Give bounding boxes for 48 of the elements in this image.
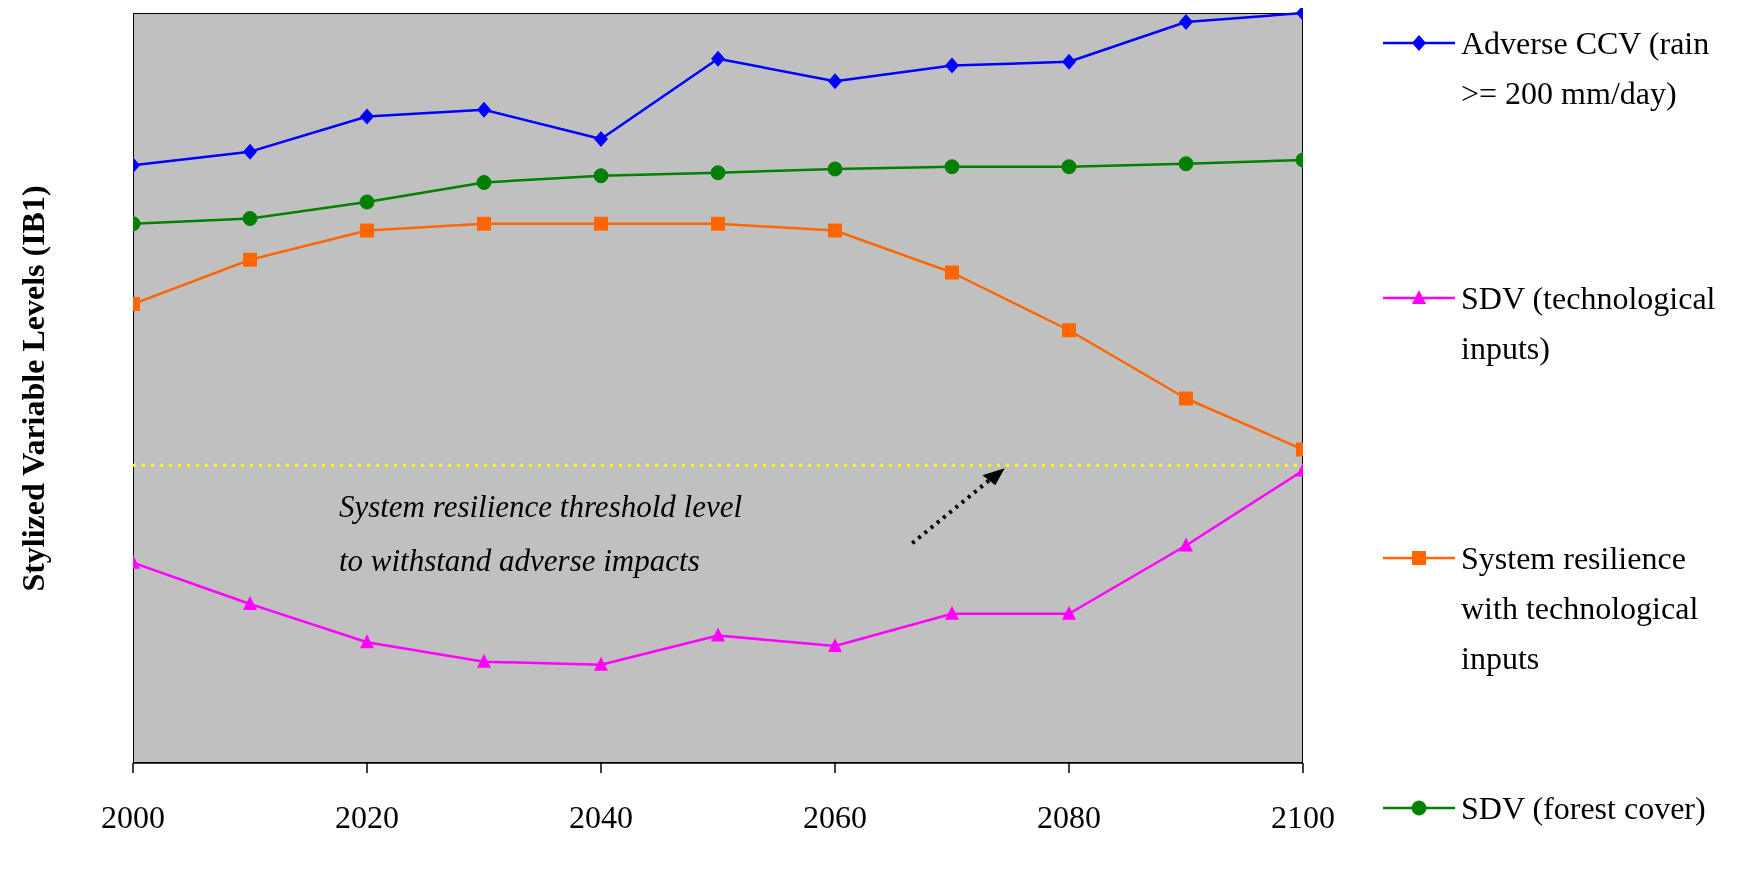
point [711, 216, 725, 231]
point [711, 627, 725, 642]
point [944, 159, 960, 175]
x-tick-label: 2020 [335, 798, 399, 835]
x-tick-label: 2000 [101, 798, 165, 835]
point [1062, 53, 1076, 70]
ref-line-label: System resilience threshold level to withstand adverse impacts [338, 489, 743, 579]
legend-label: Adverse CCV (rain >= 200 mm/day) [1461, 24, 1711, 113]
point [828, 73, 842, 90]
point [594, 216, 608, 231]
point [828, 638, 842, 652]
point [1179, 14, 1193, 30]
point [827, 161, 843, 177]
point [1062, 323, 1076, 338]
point [360, 223, 374, 238]
point [594, 656, 608, 671]
x-tick-label: 2100 [1271, 798, 1335, 835]
point [359, 194, 375, 210]
x-tick-label: 2040 [569, 798, 633, 835]
point [477, 216, 491, 231]
point [1179, 537, 1193, 552]
x-tick-label: 2080 [1037, 798, 1101, 835]
point [710, 165, 726, 181]
legend-label: System resilience with technological inputs [1461, 539, 1700, 678]
point [360, 108, 374, 125]
point [243, 596, 257, 610]
point [945, 605, 959, 620]
point [243, 252, 257, 267]
point [945, 265, 959, 280]
x-tick-label: 2060 [803, 798, 867, 835]
point [711, 50, 725, 67]
point [945, 57, 959, 74]
legend-label: SDV (forest cover) [1461, 789, 1707, 828]
point [242, 211, 258, 226]
y-axis-title: Stylized Variable Levels (IB1) [14, 184, 52, 592]
point [1178, 156, 1194, 172]
point [1179, 391, 1193, 406]
point [593, 168, 609, 184]
point [1062, 605, 1076, 620]
legend-label: SDV (technological inputs) [1461, 279, 1717, 368]
point [477, 653, 491, 668]
point [360, 634, 374, 649]
point [828, 223, 842, 238]
point [243, 143, 257, 160]
point [1061, 159, 1077, 175]
point [477, 101, 491, 118]
point [476, 175, 492, 190]
point [594, 131, 608, 147]
